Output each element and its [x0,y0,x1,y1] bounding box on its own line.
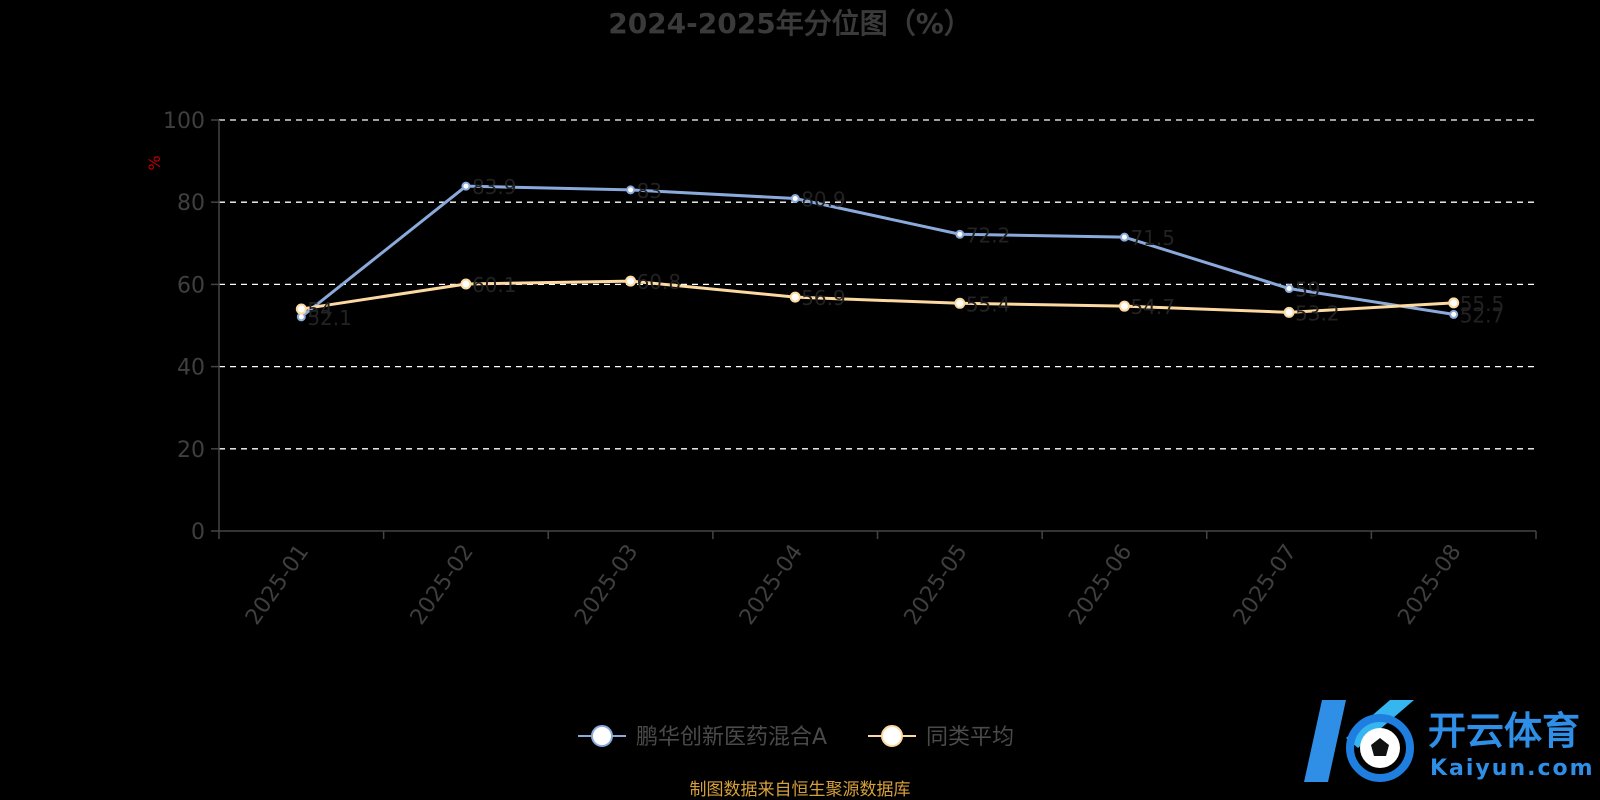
y-tick-label-60: 60 [177,273,205,298]
legend-item-average[interactable]: 同类平均 [868,725,1014,750]
x-tick-labels: 2025-01 2025-02 2025-03 2025-04 2025-05 2025-… [241,540,1467,630]
x-tick-label-2025-03: 2025-03 [570,540,643,630]
y-tick-label-40: 40 [177,356,205,381]
y-tick-label-100: 100 [163,109,205,134]
data-point-s0-1[interactable] [461,181,471,191]
x-tick-label-2025-05: 2025-05 [900,540,973,630]
data-point-s1-3[interactable] [789,291,801,303]
data-label-s1-5: 54.7 [1130,295,1175,319]
legend-marker-fund [591,725,613,747]
data-label-s0-6: 59 [1295,278,1320,302]
y-tick-label-80: 80 [177,191,205,216]
data-point-s0-6[interactable] [1284,284,1294,294]
data-label-s1-1: 60.1 [472,273,517,297]
data-label-s0-3: 80.9 [801,188,846,212]
data-point-s0-7[interactable] [1449,309,1459,319]
data-label-s0-7: 52.7 [1460,303,1505,327]
legend-label-fund: 鹏华创新医药混合A [636,725,827,750]
x-tick-label-2025-08: 2025-08 [1393,540,1466,630]
x-tick-label-2025-04: 2025-04 [735,540,808,630]
kaiyun-logo-icon [1304,700,1414,782]
legend-label-average: 同类平均 [926,725,1014,750]
y-axis-unit: % [145,155,164,170]
data-label-s0-4: 72.2 [966,223,1011,247]
data-point-s1-0[interactable] [295,303,307,315]
data-point-s1-2[interactable] [625,275,637,287]
data-point-s1-7[interactable] [1448,297,1460,309]
data-label-s1-3: 56.9 [801,286,846,310]
data-point-s1-5[interactable] [1118,300,1130,312]
data-label-s1-7: 55.5 [1460,292,1505,316]
data-point-s1-1[interactable] [460,278,472,290]
data-point-s0-3[interactable] [790,194,800,204]
logo-text-en: Kaiyun.com [1430,756,1595,781]
legend[interactable]: 鹏华创新医药混合A 同类平均 [578,725,1014,750]
data-label-s1-2: 60.8 [637,270,682,294]
data-point-s0-2[interactable] [626,185,636,195]
x-tick-label-2025-06: 2025-06 [1064,540,1137,630]
logo-text-cn: 开云体育 [1428,709,1580,753]
y-tick-label-20: 20 [177,438,205,463]
watermark-logo: 开云体育 Kaiyun.com [1304,700,1595,782]
legend-marker-average [881,725,903,747]
axes [211,119,1537,539]
x-tick-label-2025-07: 2025-07 [1229,540,1302,630]
data-point-s1-6[interactable] [1283,306,1295,318]
chart-title: 2024-2025年分位图（%） [608,7,972,40]
data-label-s0-1: 83.9 [472,175,517,199]
data-label-s0-5: 71.5 [1130,226,1175,250]
data-label-s0-2: 83 [637,179,662,203]
data-labels: 52.1 83.9 83 80.9 72.2 71.5 59 52.7 54 60.1 60.8 56… [307,175,1504,330]
data-label-s1-6: 53.2 [1295,301,1340,325]
grid-lines [219,119,1536,450]
data-label-s1-0: 54 [307,298,332,322]
y-tick-labels: 0 20 40 60 80 100 [163,109,205,545]
data-point-s1-4[interactable] [954,297,966,309]
series [295,181,1460,322]
legend-item-fund[interactable]: 鹏华创新医药混合A [578,725,827,750]
series-line-1 [301,279,1454,314]
source-footer: 制图数据来自恒生聚源数据库 [690,780,911,800]
data-point-s0-4[interactable] [955,229,965,239]
x-tick-label-2025-02: 2025-02 [406,540,479,630]
x-tick-label-2025-01: 2025-01 [241,540,314,630]
data-point-s0-5[interactable] [1119,232,1129,242]
series-line-0 [300,184,1454,319]
y-tick-label-0: 0 [191,520,205,545]
data-label-s0-0: 52.1 [307,306,352,330]
data-label-s1-4: 55.4 [966,292,1011,316]
